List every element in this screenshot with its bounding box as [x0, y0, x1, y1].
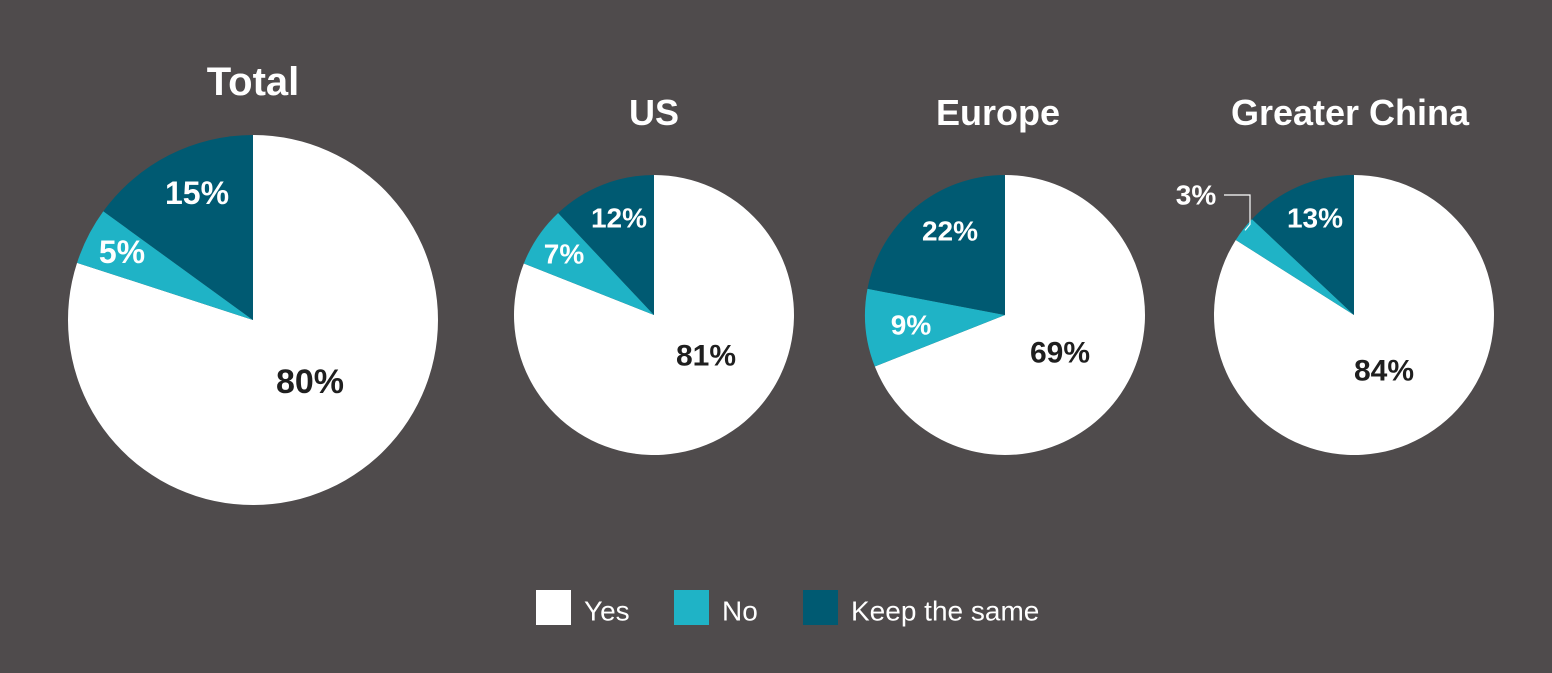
pie-label-europe-keep-the-same: 22%	[922, 216, 978, 247]
pie-label-europe-no: 9%	[891, 310, 932, 341]
legend: Yes No Keep the same	[536, 590, 1039, 627]
pie-label-greater-china-no: 3%	[1176, 180, 1217, 211]
pie-slice-total-keep-the-same	[103, 135, 253, 320]
pie-title-total: Total	[207, 60, 300, 104]
pie-europe: Europe 69% 9% 22%	[864, 92, 1145, 456]
legend-label-yes: Yes	[584, 596, 630, 627]
pie-label-us-keep-the-same: 12%	[591, 203, 647, 234]
pie-label-greater-china-yes: 84%	[1354, 355, 1414, 388]
pie-slice-us-keep-the-same	[558, 175, 654, 315]
legend-label-keep-the-same: Keep the same	[851, 596, 1039, 627]
pie-label-europe-yes: 69%	[1030, 337, 1090, 370]
pie-title-us: US	[629, 92, 679, 133]
pie-title-greater-china: Greater China	[1231, 92, 1470, 133]
legend-swatch-no	[674, 590, 709, 625]
pie-slice-greater-china-yes	[1213, 175, 1494, 455]
pie-label-total-no: 5%	[99, 234, 145, 270]
pie-label-total-yes: 80%	[276, 363, 344, 401]
pie-slice-total-no	[77, 211, 253, 320]
pie-slice-us-yes	[513, 175, 794, 455]
pie-greater-china: Greater China 84% 3% 13%	[1176, 92, 1494, 455]
legend-swatch-keep-the-same	[803, 590, 838, 625]
pie-total: Total 80% 5% 15%	[67, 60, 438, 506]
pie-slice-greater-china-no	[1235, 219, 1354, 315]
pie-label-us-no: 7%	[544, 239, 585, 270]
pie-slice-europe-yes	[874, 175, 1145, 456]
pie-slice-greater-china-keep-the-same	[1251, 175, 1354, 315]
pie-label-us-yes: 81%	[676, 340, 736, 373]
leader-line-greater-china-no	[1224, 194, 1251, 231]
pie-title-europe: Europe	[936, 92, 1060, 133]
pie-us: US 81% 7%12%	[513, 92, 794, 455]
pie-slice-total-yes	[67, 135, 438, 506]
pie-slice-europe-no	[864, 288, 1005, 367]
legend-swatch-yes	[536, 590, 571, 625]
pie-label-greater-china-keep-the-same: 13%	[1287, 203, 1343, 234]
pie-slice-europe-keep-the-same	[867, 175, 1005, 315]
pie-label-total-keep-the-same: 15%	[165, 175, 229, 211]
pie-slice-us-no	[523, 212, 654, 315]
legend-label-no: No	[722, 596, 758, 627]
